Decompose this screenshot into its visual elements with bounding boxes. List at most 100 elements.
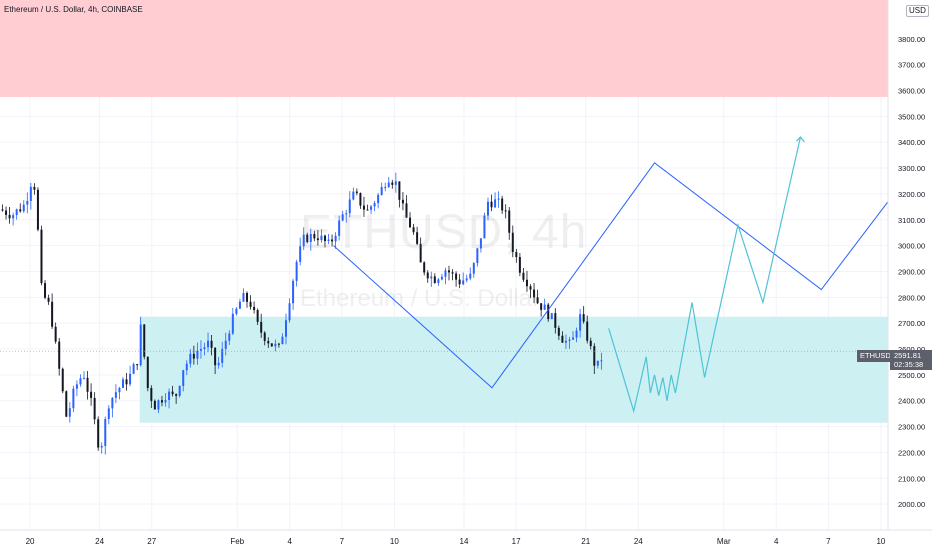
candle-body (338, 220, 341, 236)
candle-body (589, 340, 592, 347)
candle-body (26, 200, 29, 205)
candle-body (462, 280, 465, 285)
y-tick-label: 3600.00 (898, 86, 925, 95)
candle-body (58, 341, 61, 369)
candle-body (125, 379, 128, 385)
x-tick-label: 4 (774, 537, 779, 546)
y-tick-label: 2600.00 (898, 345, 925, 354)
candle-body (175, 394, 178, 396)
candle-body (550, 313, 553, 320)
candle-body (146, 356, 149, 389)
candle-body (228, 333, 231, 341)
candle-body (508, 210, 511, 233)
candle-body (100, 445, 103, 448)
y-tick-label: 2500.00 (898, 371, 925, 380)
candle-body (192, 353, 195, 359)
candle-body (557, 327, 560, 336)
candle-body (221, 348, 224, 363)
candle-body (114, 392, 117, 398)
resistance-zone (0, 0, 888, 97)
x-tick-label: 24 (634, 537, 643, 546)
candle-body (355, 191, 358, 194)
bar-countdown: 02:35:38 (894, 360, 924, 369)
candle-body (8, 214, 11, 219)
candle-body (260, 321, 263, 333)
candle-body (97, 419, 100, 448)
candle-body (529, 286, 532, 290)
candle-body (444, 270, 447, 277)
candle-body (469, 273, 472, 279)
candle-body (143, 324, 146, 357)
candle-body (455, 273, 458, 280)
candle-body (561, 335, 564, 343)
candle-body (536, 297, 539, 304)
symbol-tag: ETHUSD (857, 350, 894, 362)
y-tick-label: 2900.00 (898, 267, 925, 276)
candle-body (270, 343, 273, 347)
candle-body (331, 239, 334, 242)
candle-body (19, 209, 22, 212)
candle-body (33, 186, 36, 190)
candle-body (61, 368, 64, 392)
candle-body (362, 205, 365, 210)
candle-body (472, 263, 475, 274)
candle-body (593, 346, 596, 366)
chart-title: Ethereum / U.S. Dollar, 4h, COINBASE (4, 5, 143, 14)
candle-body (196, 350, 199, 359)
y-tick-label: 2400.00 (898, 397, 925, 406)
candle-body (36, 189, 39, 230)
candle-body (568, 339, 571, 341)
candle-body (490, 201, 493, 208)
last-price-value: 2591.81 (894, 351, 922, 360)
candle-body (47, 297, 50, 302)
candle-body (600, 360, 603, 362)
candle-body (540, 303, 543, 310)
candle-body (299, 246, 302, 262)
candle-body (224, 340, 227, 349)
candle-body (416, 232, 419, 244)
candle-body (75, 384, 78, 389)
candle-body (157, 400, 160, 410)
candle-body (54, 326, 57, 342)
candle-body (313, 233, 316, 239)
candle-body (107, 408, 110, 419)
support-zone (139, 316, 888, 423)
candle-body (15, 209, 18, 216)
candle-body (370, 206, 373, 210)
candle-body (437, 279, 440, 283)
candle-body (341, 214, 344, 221)
y-tick-label: 3200.00 (898, 190, 925, 199)
candle-body (129, 373, 132, 385)
y-tick-label: 2700.00 (898, 319, 925, 328)
candle-body (391, 182, 394, 185)
candle-body (479, 238, 482, 249)
candle-body (579, 314, 582, 331)
last-price-label: 2591.81 02:35:38 (890, 350, 932, 370)
x-tick-label: 20 (26, 537, 35, 546)
candle-body (525, 279, 528, 287)
candle-body (533, 289, 536, 298)
x-tick-label: 27 (147, 537, 156, 546)
candle-body (316, 238, 319, 241)
candle-body (164, 399, 167, 403)
candle-body (384, 187, 387, 189)
candle-body (501, 198, 504, 211)
y-tick-label: 3700.00 (898, 61, 925, 70)
candle-body (274, 343, 277, 347)
candle-body (249, 301, 252, 307)
candle-body (582, 314, 585, 322)
x-tick-label: 14 (460, 537, 469, 546)
candle-body (83, 377, 86, 379)
candle-body (401, 199, 404, 204)
candle-body (217, 362, 220, 366)
candle-body (302, 234, 305, 247)
candle-body (22, 204, 25, 212)
candle-body (235, 308, 238, 314)
currency-badge[interactable]: USD (906, 5, 929, 17)
candle-body (483, 215, 486, 239)
candle-body (12, 215, 15, 219)
candle-body (458, 279, 461, 285)
candle-body (451, 272, 454, 274)
candle-body (352, 191, 355, 200)
